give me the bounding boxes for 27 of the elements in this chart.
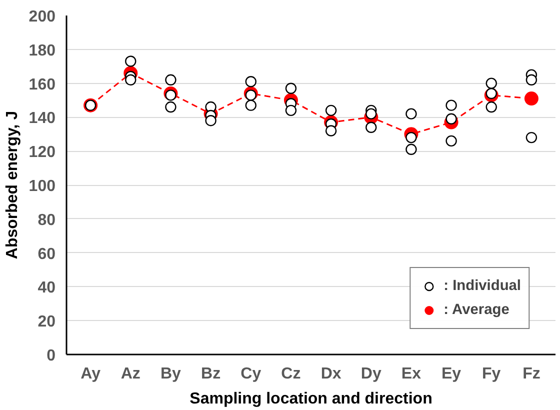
- y-tick-label: 100: [28, 178, 56, 195]
- x-tick-label: By: [160, 366, 182, 382]
- y-tick-label: 140: [28, 110, 56, 128]
- legend-label: : Individual: [444, 278, 521, 294]
- y-tick-label: 60: [38, 246, 56, 263]
- y-tick-label: 40: [38, 280, 56, 297]
- x-tick-label: Dy: [360, 366, 382, 382]
- x-axis-title: Sampling location and direction: [190, 390, 432, 408]
- y-tick-label: 160: [28, 76, 56, 94]
- x-tick-label: Cy: [240, 366, 262, 382]
- y-tick-label: 20: [38, 314, 56, 331]
- x-tick-label: Ay: [80, 366, 101, 382]
- x-tick-label: Cz: [281, 366, 301, 382]
- y-tick-label: 0: [46, 348, 56, 364]
- x-tick-label: Ey: [442, 366, 462, 382]
- x-tick-label: Ex: [401, 366, 422, 382]
- y-axis-title: Absorbed energy, J: [4, 110, 21, 260]
- x-tick-label: Fz: [522, 366, 540, 382]
- x-tick-label: Dx: [320, 366, 342, 382]
- x-tick-label: Az: [120, 366, 140, 382]
- x-tick-label: Bz: [201, 366, 221, 382]
- legend-label: : Average: [444, 302, 510, 318]
- x-tick-label: Fy: [482, 366, 501, 382]
- y-tick-label: 80: [38, 212, 56, 229]
- y-tick-label: 180: [28, 42, 56, 60]
- y-tick-label: 120: [28, 144, 56, 162]
- y-tick-label: 200: [28, 8, 56, 26]
